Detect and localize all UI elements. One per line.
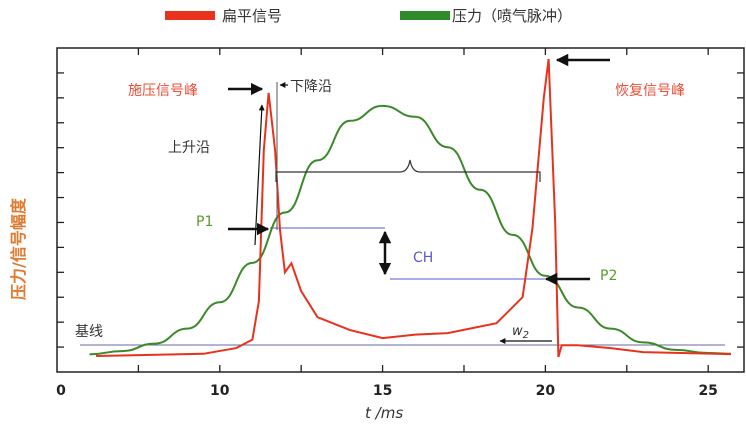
legend: 扁平信号 压力（喷气脉冲） — [165, 7, 572, 25]
x-tick-label: 25 — [698, 383, 717, 399]
y-axis-label: 压力/信号幅度 — [9, 197, 28, 300]
plot-frame — [56, 47, 745, 373]
legend-swatch-pressure — [400, 11, 450, 20]
flat-signal-curve — [96, 58, 732, 358]
ch-label: CH — [413, 250, 433, 266]
x-tick-label: 15 — [373, 383, 392, 399]
duration-brace — [275, 159, 541, 182]
x-axis-label: t /ms — [365, 404, 403, 422]
recovery-peak-label: 恢复信号峰 — [615, 82, 685, 99]
x-tick-label: 20 — [536, 383, 556, 399]
rising-edge-arrow — [254, 104, 265, 246]
w2-subscript: 2 — [523, 330, 529, 341]
w2-main: w — [512, 324, 523, 339]
p2-label: P2 — [600, 268, 617, 284]
rising-edge-label: 上升沿 — [168, 140, 210, 156]
legend-label-flat-signal: 扁平信号 — [222, 7, 282, 25]
x-tick-label: 0 — [56, 383, 66, 399]
baseline-label: 基线 — [75, 323, 103, 340]
w2-label: w2 — [512, 324, 529, 341]
p1-label: P1 — [196, 214, 213, 230]
legend-swatch-flat-signal — [165, 11, 215, 20]
x-tick-labels: 0 10 15 20 25 — [56, 383, 718, 399]
apply-peak-label: 施压信号峰 — [128, 83, 198, 99]
x-tick-label: 10 — [210, 383, 230, 399]
falling-edge-label: 下降沿 — [290, 79, 332, 95]
axis-ticks — [57, 48, 744, 372]
pressure-curve — [89, 104, 731, 356]
legend-label-pressure: 压力（喷气脉冲） — [452, 7, 572, 25]
